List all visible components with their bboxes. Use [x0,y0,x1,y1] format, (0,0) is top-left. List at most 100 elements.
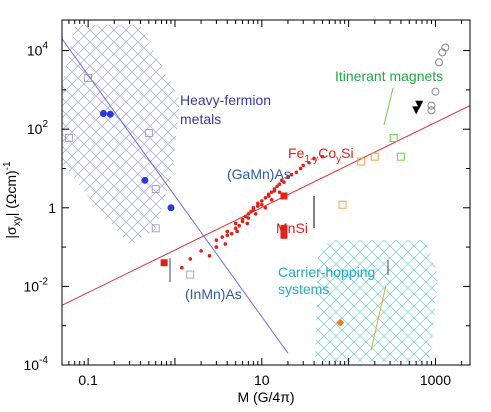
data-point-0-39 [312,156,316,161]
data-point-1-0 [160,259,168,267]
data-point-0-22 [259,202,264,207]
fit-line-1 [62,38,289,354]
data-point-0-10 [237,223,242,228]
data-point-0-3 [214,238,219,242]
data-point-0-43 [223,242,228,246]
data-point-0-12 [240,219,245,224]
mnsi-label: MnSi [276,220,308,236]
data-point-0-44 [235,229,239,234]
itinerant-arrow [383,87,394,126]
data-point-0-20 [256,201,260,206]
heavy-fermion-label: Heavy-fermion metals [180,92,271,127]
data-point-0-36 [298,166,303,171]
data-point-0-1 [199,249,203,253]
y-tick-label: 102 [27,119,49,137]
data-point-1-1 [280,192,288,200]
fesi-label: Fe1-yCoySi [288,145,354,165]
fit-line-0 [62,105,470,306]
data-point-0-9 [233,221,238,226]
x-tick-label: 0.1 [78,372,98,388]
y-tick-label: 104 [27,41,49,59]
data-point-0-4 [220,235,225,239]
carrier-hopping-label: Carrier-hopping systems [278,264,375,297]
plot-frame [61,19,471,366]
data-point-0-6 [225,229,230,234]
data-point-0-38 [307,160,311,165]
data-point-0-30 [277,182,282,186]
data-point-0-34 [289,172,294,177]
data-point-0-41 [180,265,184,270]
data-point-0-16 [249,209,253,214]
data-point-0-45 [245,221,250,226]
data-point-7-1 [415,100,424,109]
data-point-2-2 [141,176,149,184]
data-point-3-1 [84,74,93,82]
annotations [169,87,394,351]
data-point-0-0 [188,257,193,261]
data-point-6-3 [431,87,440,96]
tick-labels: 0.1 10 1000 104 102 1 10-2 10-4 [24,41,452,388]
data-point-0-13 [243,214,248,219]
data-point-3-3 [151,224,160,233]
data-point-3-0 [64,134,73,142]
data-point-0-33 [286,175,290,180]
data-point-0-28 [272,189,277,193]
data-point-0-15 [246,216,251,220]
data-point-6-4 [427,106,436,115]
data-point-3-2 [144,129,153,137]
y-tick-label: 10-2 [24,276,49,294]
itinerant-label: Itinerant magnets [335,68,443,84]
data-point-5-2 [370,152,379,161]
data-point-0-23 [263,195,268,200]
data-point-0-5 [225,233,230,238]
fit-lines [62,38,470,354]
y-tick-label: 10-4 [24,355,49,373]
data-point-0-49 [277,190,282,194]
inmnas-label: (InMn)As [185,286,242,302]
data-point-2-3 [167,204,175,212]
data-point-3-5 [186,270,195,279]
heavy-fermion-region [62,25,180,245]
data-point-0-21 [259,199,264,203]
data-point-0-40 [320,154,325,159]
data-point-0-26 [269,190,274,194]
data-point-0-29 [275,184,279,189]
data-point-2-1 [106,110,114,118]
data-point-0-14 [246,212,251,216]
data-point-4-0 [389,133,398,142]
axis-ticks [61,20,470,366]
data-point-6-0 [435,58,444,67]
data-point-5-1 [357,157,366,166]
hopping-line [370,284,387,351]
data-point-8-0 [336,318,345,327]
data-point-6-5 [427,101,436,110]
carrier-hopping-region [315,240,438,362]
data-point-0-47 [263,205,268,210]
data-point-0-2 [214,245,219,249]
data-point-0-8 [233,226,238,231]
data-point-0-18 [251,207,256,212]
y-tick-label: 1 [48,200,56,216]
data-point-0-48 [269,197,274,202]
data-point-0-37 [301,163,306,168]
data-point-0-32 [282,180,286,184]
data-points [64,43,450,327]
data-point-7-0 [412,106,421,115]
data-point-1-3 [280,231,288,239]
data-point-0-42 [207,254,212,258]
x-axis-title: M (G/4π) [237,389,294,405]
data-point-5-0 [338,200,347,209]
x-tick-label: 1000 [420,372,451,388]
y-axis-title: |σxy| (Ωcm)-1 [2,161,23,239]
data-point-2-0 [99,110,107,118]
data-point-4-1 [396,152,405,161]
data-point-0-46 [253,212,258,216]
data-point-3-4 [151,185,160,193]
data-point-1-2 [280,224,288,232]
data-point-6-2 [441,43,450,52]
data-point-0-35 [294,170,299,175]
gamnas-label: (GaMn)As [227,166,291,182]
data-point-0-19 [256,204,260,208]
x-tick-label: 10 [254,372,270,388]
